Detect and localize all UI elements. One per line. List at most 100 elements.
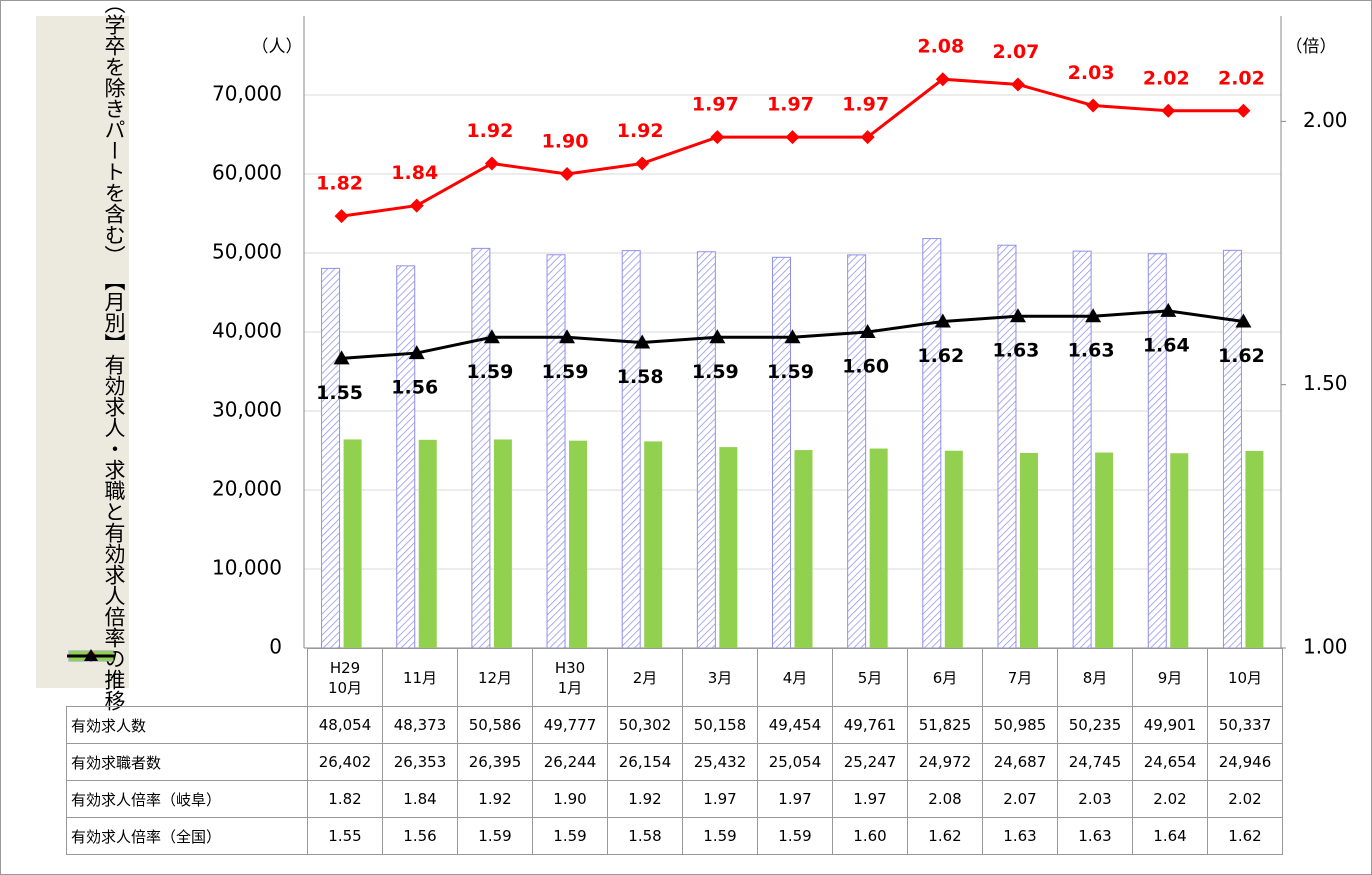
table-value: 26,395 xyxy=(457,743,533,781)
table-value: 50,302 xyxy=(607,706,683,744)
title-box: 【月別】有効求人・求職と有効求人倍率の推移 （学卒を除きパートを含む） xyxy=(36,1,129,711)
marker xyxy=(859,324,876,338)
table-value: 1.84 xyxy=(382,780,458,818)
data-label: 1.59 xyxy=(542,361,589,383)
data-label: 2.02 xyxy=(1143,67,1190,89)
table-value: 2.07 xyxy=(982,780,1058,818)
marker xyxy=(334,209,349,224)
bar xyxy=(1245,450,1264,648)
legend-label: 有効求職者数 xyxy=(71,753,162,772)
table-value: 1.97 xyxy=(682,780,758,818)
marker xyxy=(709,329,726,344)
x-tick-label: 4月 xyxy=(757,648,833,707)
marker xyxy=(1010,77,1025,92)
data-label: 1.63 xyxy=(993,340,1040,362)
x-tick-label: 7月 xyxy=(982,648,1058,707)
y2-tick-label: 2.00 xyxy=(1303,108,1348,132)
x-tick-label: 8月 xyxy=(1057,648,1133,707)
data-label: 1.92 xyxy=(617,120,664,142)
series-row: 有効求人数 48,054 48,373 50,586 49,777 50,302 50,15… xyxy=(66,650,1283,744)
series-row: 有効求人倍率（全国） 1.55 1.56 1.59 1.59 1.58 1.59 1.59 1.… xyxy=(66,648,1283,855)
y-tick-label: 70,000 xyxy=(212,82,282,106)
bar xyxy=(847,254,867,649)
data-label: 1.90 xyxy=(542,131,589,153)
table-value: 49,761 xyxy=(832,706,908,744)
table-value: 1.62 xyxy=(1207,817,1283,855)
table-value: 1.58 xyxy=(607,817,683,855)
series-row: 有効求人倍率（岐阜） 1.82 1.84 1.92 1.90 1.92 1.97 1.97 1.… xyxy=(66,649,1283,818)
x-tick-label: 11月 xyxy=(382,648,458,707)
bar xyxy=(493,439,512,648)
bar xyxy=(922,238,942,649)
bar xyxy=(1095,452,1114,648)
data-label: 1.84 xyxy=(391,162,438,184)
bar xyxy=(396,265,416,649)
y-tick-label: 10,000 xyxy=(212,556,282,580)
chart-title: 【月別】有効求人・求職と有効求人倍率の推移 xyxy=(102,270,126,711)
data-label: 1.97 xyxy=(767,94,814,116)
table-value: 24,687 xyxy=(982,743,1058,781)
marker xyxy=(408,345,425,360)
y2-tick-label: 1.00 xyxy=(1303,635,1348,659)
table-value: 1.97 xyxy=(832,780,908,818)
table-value: 2.02 xyxy=(1207,780,1283,818)
marker xyxy=(483,329,500,344)
data-label: 1.62 xyxy=(1218,345,1265,367)
legend-label: 有効求人倍率（岐阜） xyxy=(71,790,222,809)
data-label: 1.56 xyxy=(391,377,438,399)
marker xyxy=(935,72,950,87)
x-tick-label: 3月 xyxy=(682,648,758,707)
table-value: 1.64 xyxy=(1132,817,1208,855)
data-label: 2.08 xyxy=(917,36,964,58)
marker xyxy=(710,130,725,145)
table-value: 1.59 xyxy=(757,817,833,855)
table-value: 2.02 xyxy=(1132,780,1208,818)
y-axis-label: （人） xyxy=(252,37,303,57)
bar xyxy=(1072,250,1092,649)
swatch-marker xyxy=(83,648,98,661)
data-label: 1.59 xyxy=(767,361,814,383)
category-row: H29 10月 11月 12月 H30 1月 2月 3月 4月 5月 6月 7月 8月 9月 10月 xyxy=(67,648,1283,707)
marker xyxy=(1236,103,1251,118)
table-value: 2.03 xyxy=(1057,780,1133,818)
marker xyxy=(634,334,651,349)
x-tick-label: 9月 xyxy=(1132,648,1208,707)
table-value: 25,432 xyxy=(682,743,758,781)
x-tick-label: H29 10月 xyxy=(307,648,383,707)
bar xyxy=(321,267,341,649)
table-value: 49,454 xyxy=(757,706,833,744)
data-label: 1.59 xyxy=(466,361,513,383)
table-value: 25,054 xyxy=(757,743,833,781)
bar xyxy=(418,439,437,648)
data-label: 2.02 xyxy=(1218,67,1265,89)
table-value: 1.60 xyxy=(832,817,908,855)
marker xyxy=(1235,313,1252,328)
table-value: 2.08 xyxy=(907,780,983,818)
marker xyxy=(409,198,424,213)
data-label: 2.03 xyxy=(1068,62,1115,84)
marker xyxy=(484,156,499,171)
data-label: 1.60 xyxy=(842,356,889,378)
data-label: 1.58 xyxy=(617,366,664,388)
legend-label: 有効求人倍率（全国） xyxy=(71,827,222,846)
table-value: 48,373 xyxy=(382,706,458,744)
marker xyxy=(860,130,875,145)
table-value: 1.62 xyxy=(907,817,983,855)
x-tick-label: 5月 xyxy=(832,648,908,707)
table-value: 26,244 xyxy=(532,743,608,781)
table-value: 1.63 xyxy=(1057,817,1133,855)
y-tick-label: 0 xyxy=(269,635,282,659)
y-tick-label: 20,000 xyxy=(212,477,282,501)
series-row: 有効求職者数 26,402 26,353 26,395 26,244 26,154 25,4… xyxy=(66,650,1283,781)
table-value: 24,654 xyxy=(1132,743,1208,781)
chart-subtitle: （学卒を除きパートを含む） xyxy=(102,0,126,266)
bar xyxy=(696,251,716,649)
data-label: 1.97 xyxy=(842,94,889,116)
table-value: 1.59 xyxy=(532,817,608,855)
table-value: 1.97 xyxy=(757,780,833,818)
marker xyxy=(1085,308,1102,323)
bar xyxy=(621,250,641,649)
data-label: 2.07 xyxy=(993,41,1040,63)
data-label: 1.64 xyxy=(1143,334,1190,356)
